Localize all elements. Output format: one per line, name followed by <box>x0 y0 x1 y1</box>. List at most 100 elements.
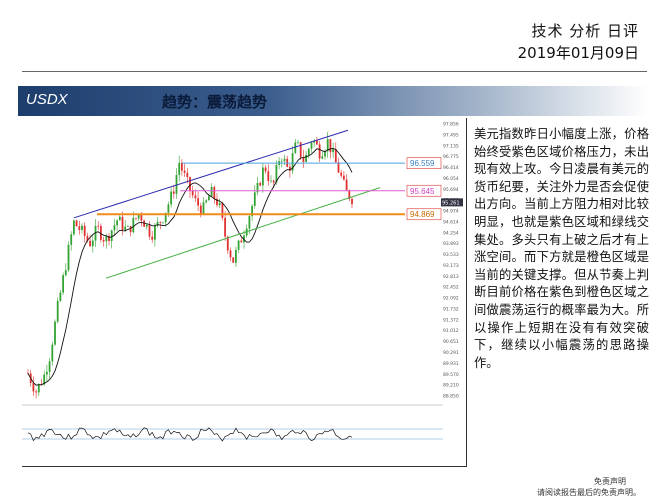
y-axis-tick-label: 90.291 <box>443 350 459 356</box>
report-date: 2019年01月09日 <box>517 44 639 62</box>
candlestick <box>264 164 267 174</box>
candlestick <box>232 257 235 264</box>
candlestick <box>237 239 240 253</box>
candlestick <box>324 148 326 160</box>
candlestick <box>189 176 191 199</box>
candlestick <box>51 341 54 366</box>
candlestick <box>297 139 299 145</box>
candlestick <box>343 171 345 181</box>
candlestick <box>302 149 305 169</box>
y-axis-tick-label: 93.533 <box>443 252 459 258</box>
analysis-commentary: 美元指数昨日小幅度上涨，价格始终受紫色区域价格压力，未出现有效上攻。今日凌晨有美… <box>474 127 649 370</box>
candlestick <box>286 155 289 168</box>
level-tag-box <box>406 184 442 197</box>
y-axis-tick-label: 94.974 <box>443 209 459 215</box>
y-axis-tick-label: 93.173 <box>443 263 459 269</box>
upper-channel-line <box>73 129 349 219</box>
candlestick <box>186 167 189 184</box>
y-axis-tick-label: 91.372 <box>443 317 459 323</box>
candlestick <box>307 147 310 159</box>
y-axis-tick-label: 90.651 <box>443 339 459 345</box>
y-axis-tick-label: 89.210 <box>443 383 459 389</box>
candlestick <box>121 211 124 236</box>
y-axis-tick-label: 89.570 <box>443 372 459 378</box>
y-axis-tick-label: 92.092 <box>443 296 459 302</box>
y-axis-tick-label: 95.694 <box>443 187 459 193</box>
candlestick <box>267 164 270 186</box>
candlestick <box>75 219 78 227</box>
candlestick <box>56 297 59 324</box>
candlestick <box>118 214 121 221</box>
candlestick <box>213 185 216 204</box>
candlestick <box>221 201 224 221</box>
candlestick <box>124 219 127 232</box>
y-axis-tick-label: 89.931 <box>443 361 459 367</box>
y-axis-tick-label: 96.775 <box>443 154 459 160</box>
candlestick <box>67 241 70 272</box>
trend-label: 趋势：震荡趋势 <box>162 93 268 111</box>
candlestick <box>64 263 67 277</box>
candlestick <box>289 163 291 178</box>
oscillator-line <box>27 427 353 442</box>
candlestick <box>83 222 86 243</box>
last-price-tag <box>441 198 463 207</box>
level-tag-box <box>406 208 442 221</box>
instrument-symbol: USDX <box>26 91 68 108</box>
candlestick-chart: 97.856 97.495 97.135 96.775 96.414 96.054 95.6… <box>22 122 463 442</box>
level-tag-label: 95.645 <box>410 187 435 196</box>
candlestick <box>181 159 183 176</box>
candlestick <box>318 140 321 162</box>
price-chart-panel: 97.856 97.495 97.135 96.775 96.414 96.054 95.6… <box>22 118 467 467</box>
candlestick <box>62 272 64 296</box>
candlestick <box>37 383 40 397</box>
candlestick <box>135 217 137 221</box>
disclaimer-title: 免责声明 <box>594 477 626 486</box>
candlestick <box>172 184 175 199</box>
header-divider <box>22 71 647 72</box>
candlestick <box>191 185 194 199</box>
candlestick <box>81 223 83 234</box>
candlestick <box>337 157 340 174</box>
candlestick <box>54 319 56 346</box>
candlestick <box>326 131 329 158</box>
candlestick <box>253 185 256 209</box>
y-axis-tick-label: 94.254 <box>443 230 459 236</box>
y-axis-tick-label: 92.452 <box>443 285 459 291</box>
candlestick <box>108 233 110 246</box>
candlestick <box>334 142 337 163</box>
candlestick <box>151 230 154 244</box>
candlestick <box>91 234 94 253</box>
candlestick <box>251 204 253 221</box>
candlestick <box>183 163 186 177</box>
candlestick <box>235 246 237 267</box>
candlestick <box>97 221 100 231</box>
candlestick <box>316 136 318 146</box>
candles-group <box>27 131 353 399</box>
candlestick <box>113 218 116 235</box>
y-axis-tick-label: 97.495 <box>443 132 459 138</box>
level-tag-label: 94.869 <box>410 210 435 219</box>
candlestick <box>210 183 213 197</box>
candlestick <box>170 187 172 208</box>
candlestick <box>129 225 132 237</box>
y-axis-tick-label: 91.012 <box>443 328 459 334</box>
disclaimer-text: 请阅读报告最后的免责声明。 <box>537 488 641 497</box>
candlestick <box>313 138 316 148</box>
candlestick <box>127 224 129 227</box>
candlestick <box>178 155 181 182</box>
y-axis-tick-label: 91.732 <box>443 306 459 312</box>
y-axis-tick-label: 94.614 <box>443 219 459 225</box>
candlestick <box>102 236 105 247</box>
y-axis-tick-label: 97.856 <box>443 122 459 128</box>
candlestick <box>73 219 75 237</box>
report-title: 技术 分析 日评 <box>531 22 639 40</box>
y-axis-tick-label: 97.135 <box>443 143 459 149</box>
level-tag-box <box>406 157 442 170</box>
candlestick <box>294 139 297 154</box>
y-axis-tick-label: 92.813 <box>443 274 459 280</box>
candlestick <box>205 199 208 204</box>
candlestick <box>321 151 324 160</box>
candlestick <box>35 389 37 399</box>
y-axis-tick-label: 96.054 <box>443 176 459 182</box>
candlestick <box>229 247 232 262</box>
